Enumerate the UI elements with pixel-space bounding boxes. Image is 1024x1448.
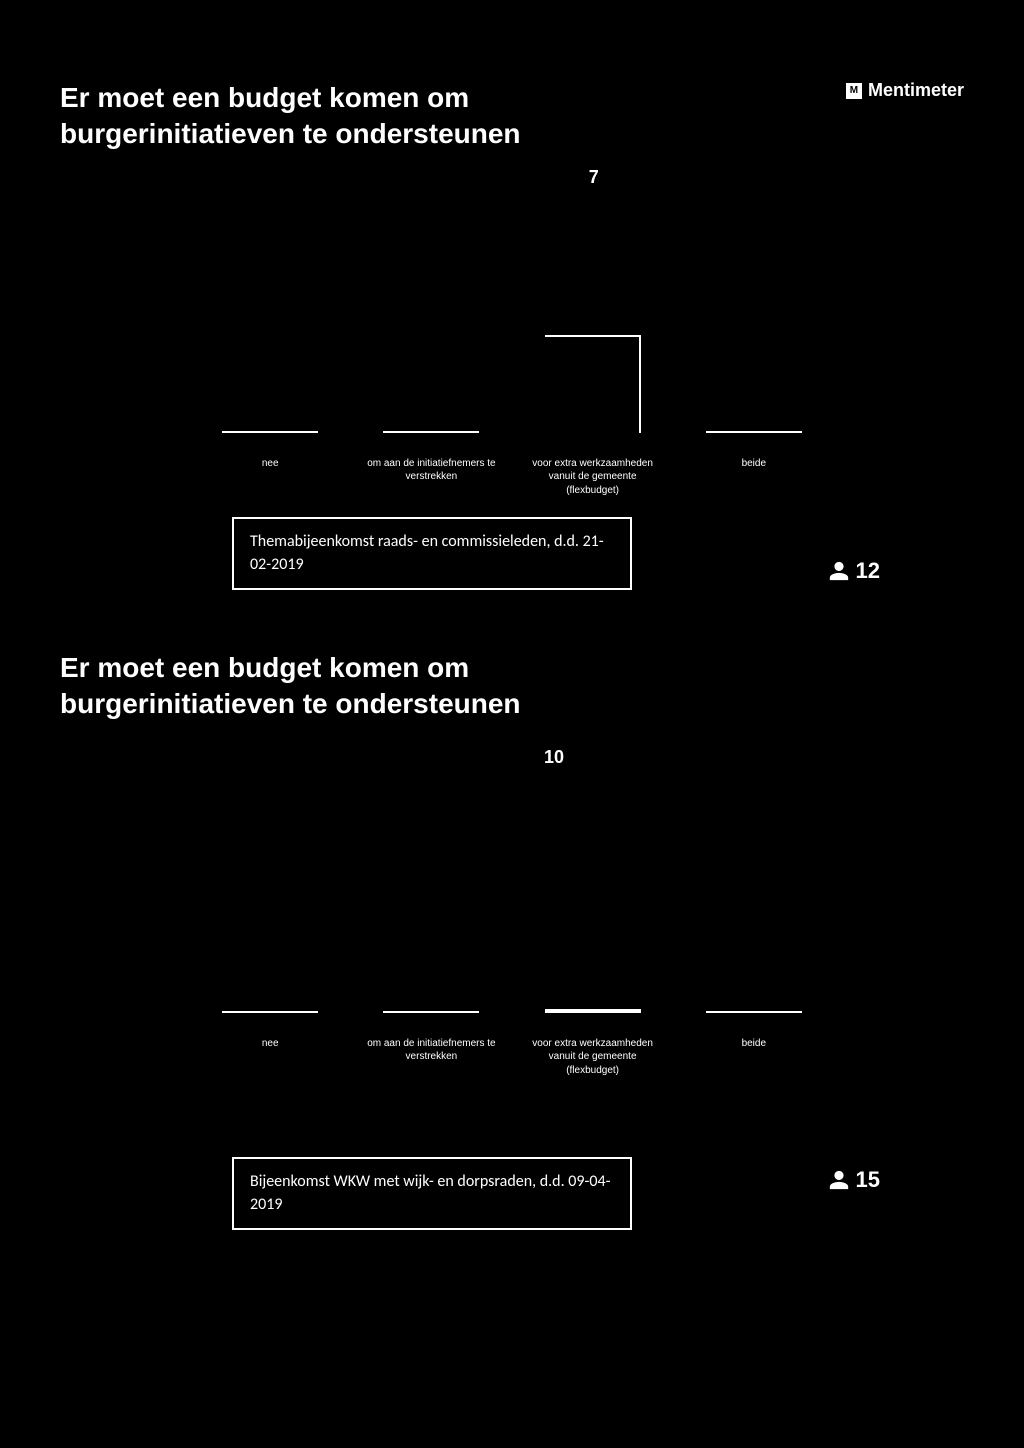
bar-4 [706, 431, 802, 433]
caption-box: Themabijeenkomst raads- en commissielede… [232, 517, 632, 590]
bar-1 [222, 431, 318, 433]
person-icon [828, 560, 850, 582]
poll-panel-1: Er moet een budget komen om burgerinitia… [60, 80, 964, 590]
category-labels: nee om aan de initiatiefnemers te verstr… [192, 1037, 832, 1078]
category-label-1: nee [202, 457, 338, 498]
bars-row [192, 173, 832, 433]
poll-title: Er moet een budget komen om burgerinitia… [60, 80, 710, 153]
bar-group-4 [686, 431, 822, 433]
category-label-2: om aan de initiatiefnemers te verstrekke… [363, 1037, 499, 1078]
category-labels: nee om aan de initiatiefnemers te verstr… [192, 457, 832, 498]
bar-3 [545, 335, 641, 433]
bar-chart [192, 173, 832, 453]
category-label-2: om aan de initiatiefnemers te verstrekke… [363, 457, 499, 498]
bar-3 [545, 1009, 641, 1013]
category-label-4: beide [686, 1037, 822, 1078]
bar-group-2 [363, 431, 499, 433]
bar-2 [383, 1011, 479, 1013]
bar-group-1 [202, 431, 338, 433]
category-label-3: voor extra werkzaamheden vanuit de gemee… [524, 1037, 660, 1078]
mentimeter-logo: M Mentimeter [846, 80, 964, 101]
bars-row [192, 753, 832, 1013]
category-label-1: nee [202, 1037, 338, 1078]
bar-1 [222, 1011, 318, 1013]
respondent-count: 12 [828, 558, 880, 584]
bar-4 [706, 1011, 802, 1013]
caption-box: Bijeenkomst WKW met wijk- en dorpsraden,… [232, 1157, 632, 1230]
respondent-count-value: 15 [856, 1167, 880, 1193]
panel-header: Er moet een budget komen om burgerinitia… [60, 80, 964, 153]
bar-group-2 [363, 1011, 499, 1013]
bar-group-4 [686, 1011, 822, 1013]
bar-group-3 [524, 1009, 660, 1013]
mentimeter-logo-text: Mentimeter [868, 80, 964, 101]
poll-title: Er moet een budget komen om burgerinitia… [60, 650, 710, 723]
respondent-count-value: 12 [856, 558, 880, 584]
category-label-4: beide [686, 457, 822, 498]
bar-group-3 [524, 335, 660, 433]
poll-panel-2: Er moet een budget komen om burgerinitia… [60, 650, 964, 1230]
person-icon [828, 1169, 850, 1191]
mentimeter-logo-icon: M [846, 83, 862, 99]
bar-group-1 [202, 1011, 338, 1013]
bar-chart [192, 753, 832, 1033]
bar-2 [383, 431, 479, 433]
category-label-3: voor extra werkzaamheden vanuit de gemee… [524, 457, 660, 498]
respondent-count: 15 [828, 1167, 880, 1193]
